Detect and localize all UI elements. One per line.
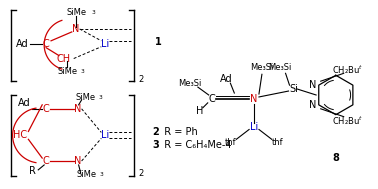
Text: R = C₆H₄Me-4: R = C₆H₄Me-4 — [158, 140, 232, 150]
Text: Me₃Si: Me₃Si — [178, 79, 202, 88]
Text: CH₂Bu$^t$: CH₂Bu$^t$ — [332, 114, 363, 127]
Text: SiMe: SiMe — [58, 67, 78, 76]
Text: HC: HC — [14, 130, 28, 140]
Text: C: C — [43, 156, 50, 166]
Text: Me₃Si: Me₃Si — [268, 63, 291, 72]
Text: N: N — [250, 94, 258, 104]
Text: 2: 2 — [153, 127, 159, 137]
Text: SiMe: SiMe — [76, 93, 96, 102]
Text: 2: 2 — [138, 169, 143, 178]
Text: thf: thf — [225, 138, 236, 147]
Text: $_3$: $_3$ — [99, 170, 104, 179]
Text: Li: Li — [101, 130, 109, 140]
Text: Ad: Ad — [220, 74, 233, 84]
Text: N: N — [309, 80, 316, 90]
Text: N: N — [74, 104, 81, 114]
Text: C: C — [43, 104, 50, 114]
Text: Ad: Ad — [18, 98, 31, 108]
Text: N: N — [72, 24, 79, 34]
Text: C: C — [43, 39, 50, 49]
Text: Ad: Ad — [16, 39, 29, 49]
Text: Li: Li — [250, 122, 258, 132]
Text: CH₂Bu$^t$: CH₂Bu$^t$ — [332, 63, 363, 76]
Text: $_3$: $_3$ — [80, 67, 85, 76]
Text: 2: 2 — [138, 75, 143, 84]
Text: Me₃Si: Me₃Si — [250, 63, 274, 72]
Text: Si: Si — [289, 84, 298, 94]
Text: H: H — [196, 106, 203, 116]
Text: 1: 1 — [155, 37, 162, 47]
Text: C: C — [208, 94, 215, 104]
Text: SiMe: SiMe — [67, 8, 87, 17]
Text: 8: 8 — [332, 153, 339, 163]
Text: $_3$: $_3$ — [98, 93, 103, 102]
Text: $_3$: $_3$ — [91, 8, 97, 17]
Text: 3: 3 — [153, 140, 159, 150]
Text: SiMe: SiMe — [76, 170, 97, 179]
Text: N: N — [309, 100, 316, 110]
Text: CH: CH — [57, 53, 71, 64]
Text: R: R — [29, 166, 36, 176]
Text: R = Ph: R = Ph — [158, 127, 198, 137]
Text: thf: thf — [272, 138, 284, 147]
Text: N: N — [74, 156, 81, 166]
Text: Li: Li — [101, 39, 109, 49]
